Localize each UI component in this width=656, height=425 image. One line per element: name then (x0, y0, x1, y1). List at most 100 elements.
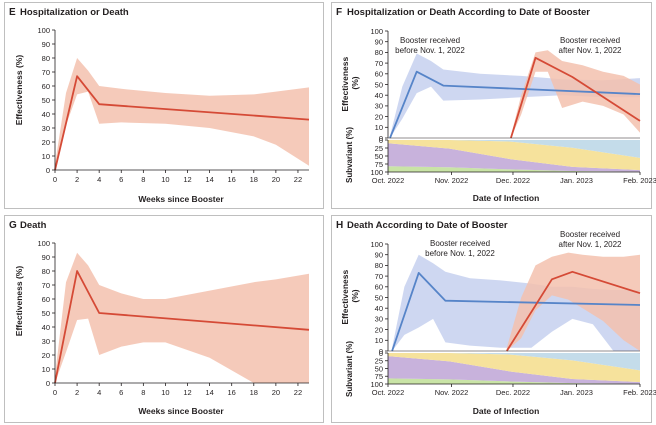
panel-f-annotation-red-line2: after Nov. 1, 2022 (559, 46, 623, 55)
panel-h-ytick-label-4: 40 (375, 304, 383, 313)
panel-h-annotation-red-line1: Booster received (560, 230, 620, 239)
panel-f-ytick-label-9: 90 (375, 38, 383, 47)
panel-g-ytick-label-2: 20 (42, 351, 50, 360)
panel-g-xtick-label-2: 4 (97, 388, 101, 397)
panel-g-xtick-label-7: 14 (205, 388, 213, 397)
panel-h-sub-ytick-label-3: 75 (375, 372, 383, 381)
panel-e-xtick-label-6: 12 (183, 175, 191, 184)
panel-h-subvariant-green (388, 378, 640, 384)
panel-f-ytick-label-10: 100 (370, 27, 383, 36)
panel-e-ytick-label-6: 60 (42, 82, 50, 91)
panel-h-ci-band-red (506, 252, 640, 351)
panel-f-ytick-label-8: 80 (375, 48, 383, 57)
panel-h-ytick-label-9: 90 (375, 251, 383, 260)
panel-h-subvariant-purple (388, 356, 640, 384)
panel-h-xtick-label-0: Oct. 2022 (372, 388, 405, 397)
panel-f-subvariant-label: Subvariant (%) (345, 127, 354, 183)
panel-h-xlabel: Date of Infection (473, 406, 540, 416)
panel-g-chart: 0 10 20 30 40 50 60 70 80 90 100 0 2 4 6 8 10 12 14 16 18 20 2… (14, 239, 310, 416)
panel-e-ytick-label-2: 20 (42, 138, 50, 147)
panel-h-ylabel: Effectiveness (%) (340, 267, 360, 324)
panel-f-ytick-label-3: 30 (375, 102, 383, 111)
panel-h-letter: H (336, 220, 343, 231)
panel-h-ylabel-line2: (%) (350, 289, 360, 302)
panel-f-ytick-label-5: 50 (375, 80, 383, 89)
panel-f-subvariant-green (388, 166, 640, 172)
panel-g-xlabel: Weeks since Booster (138, 406, 224, 416)
panel-f-ylabel-line1: Effectiveness (340, 57, 350, 112)
panel-e-xtick-label-5: 10 (161, 175, 169, 184)
panel-g-ytick-label-3: 30 (42, 337, 50, 346)
panel-h-annotation-red-line2: after Nov. 1, 2022 (559, 240, 623, 249)
panel-g-ytick-label-4: 40 (42, 323, 50, 332)
panel-g-letter: G (9, 220, 17, 231)
panel-e-chart: 0 10 20 30 40 50 60 70 80 90 100 0 2 4 6 8 10 12 14 16 18 20 2… (14, 26, 310, 204)
panel-f-subvariant-blue (388, 140, 640, 158)
panel-g-xtick-label-0: 0 (53, 388, 57, 397)
panel-h-annotation-blue-line2: before Nov. 1, 2022 (425, 249, 495, 258)
panel-e-xtick-label-2: 4 (97, 175, 101, 184)
panel-e-ci-band-red (55, 58, 309, 170)
panel-f-xtick-label-4: Feb. 2023 (623, 176, 656, 185)
panel-g-frame (4, 215, 324, 423)
panel-h-sub-ytick-label-0: 0 (379, 349, 383, 358)
panel-e-xtick-label-3: 6 (119, 175, 123, 184)
panel-e-title: Hospitalization or Death (20, 7, 129, 18)
panel-f-letter: F (336, 7, 342, 18)
panel-e-ytick-label-5: 50 (42, 96, 50, 105)
panel-f-title: Hospitalization or Death According to Da… (347, 7, 590, 18)
panel-e-xtick-label-1: 2 (75, 175, 79, 184)
panel-e-ytick-label-0: 0 (46, 166, 50, 175)
panel-f-xtick-label-1: Nov. 2022 (435, 176, 469, 185)
panel-g-ylabel: Effectiveness (%) (14, 266, 24, 337)
panel-h-subvariant-label: Subvariant (%) (345, 341, 354, 397)
panel-h-subvariant-yellow (388, 353, 640, 383)
panel-g-xtick-label-11: 22 (294, 388, 302, 397)
panel-e-ytick-label-8: 80 (42, 54, 50, 63)
panel-e-ytick-label-9: 90 (42, 40, 50, 49)
panel-f-ytick-label-0: 0 (379, 134, 383, 143)
panel-g-ytick-label-10: 100 (37, 239, 50, 248)
panel-h-sub-ytick-label-1: 25 (375, 357, 383, 366)
panel-e-xtick-label-0: 0 (53, 175, 57, 184)
panel-g-ytick-label-5: 50 (42, 309, 50, 318)
panel-f-frame (331, 2, 652, 209)
panel-f-xtick-label-3: Jan. 2023 (560, 176, 593, 185)
panel-h-ytick-label-2: 20 (375, 325, 383, 334)
panel-h-ytick-label-3: 30 (375, 315, 383, 324)
panel-h-sub-ytick-label-4: 100 (370, 380, 383, 389)
panel-f-xtick-label-0: Oct. 2022 (372, 176, 405, 185)
panel-g-ytick-label-1: 10 (42, 365, 50, 374)
panel-h-effectiveness-line-red (506, 270, 641, 352)
panel-f-xtick-label-2: Dec. 2022 (496, 176, 530, 185)
panel-e-ylabel: Effectiveness (%) (14, 55, 24, 126)
panel-e-xlabel: Weeks since Booster (138, 194, 224, 204)
panel-h-subvariant-blue (388, 353, 640, 371)
panel-g-ytick-label-9: 90 (42, 253, 50, 262)
panel-h-xtick-label-1: Nov. 2022 (435, 388, 469, 397)
panel-f-xlabel: Date of Infection (473, 193, 540, 203)
panel-e-letter: E (9, 7, 16, 18)
panel-e-ytick-label-3: 30 (42, 124, 50, 133)
panel-e-xtick-label-10: 20 (272, 175, 280, 184)
panel-f-ylabel: Effectiveness (%) (340, 54, 360, 111)
panel-e-xtick-label-7: 14 (205, 175, 213, 184)
panel-f-annotation-blue-line1: Booster received (400, 36, 460, 45)
panel-f-ytick-label-1: 10 (375, 123, 383, 132)
panel-f-effectiveness-line-red (510, 56, 641, 139)
panel-f-annotation-blue-line2: before Nov. 1, 2022 (395, 46, 465, 55)
panel-f-ci-band-red (510, 50, 640, 138)
panel-h-effectiveness-line-blue (391, 271, 641, 352)
panel-e-ytick-label-10: 100 (37, 26, 50, 35)
panel-g-ytick-label-8: 80 (42, 267, 50, 276)
panel-e-ytick-label-4: 40 (42, 110, 50, 119)
panel-h-ytick-label-1: 10 (375, 336, 383, 345)
panel-g-ytick-label-6: 60 (42, 295, 50, 304)
panel-g-ci-band-red (55, 252, 309, 383)
panel-h-ytick-label-8: 80 (375, 261, 383, 270)
panel-g-ytick-label-7: 70 (42, 281, 50, 290)
panel-g-xtick-label-1: 2 (75, 388, 79, 397)
panel-g-xtick-label-6: 12 (183, 388, 191, 397)
